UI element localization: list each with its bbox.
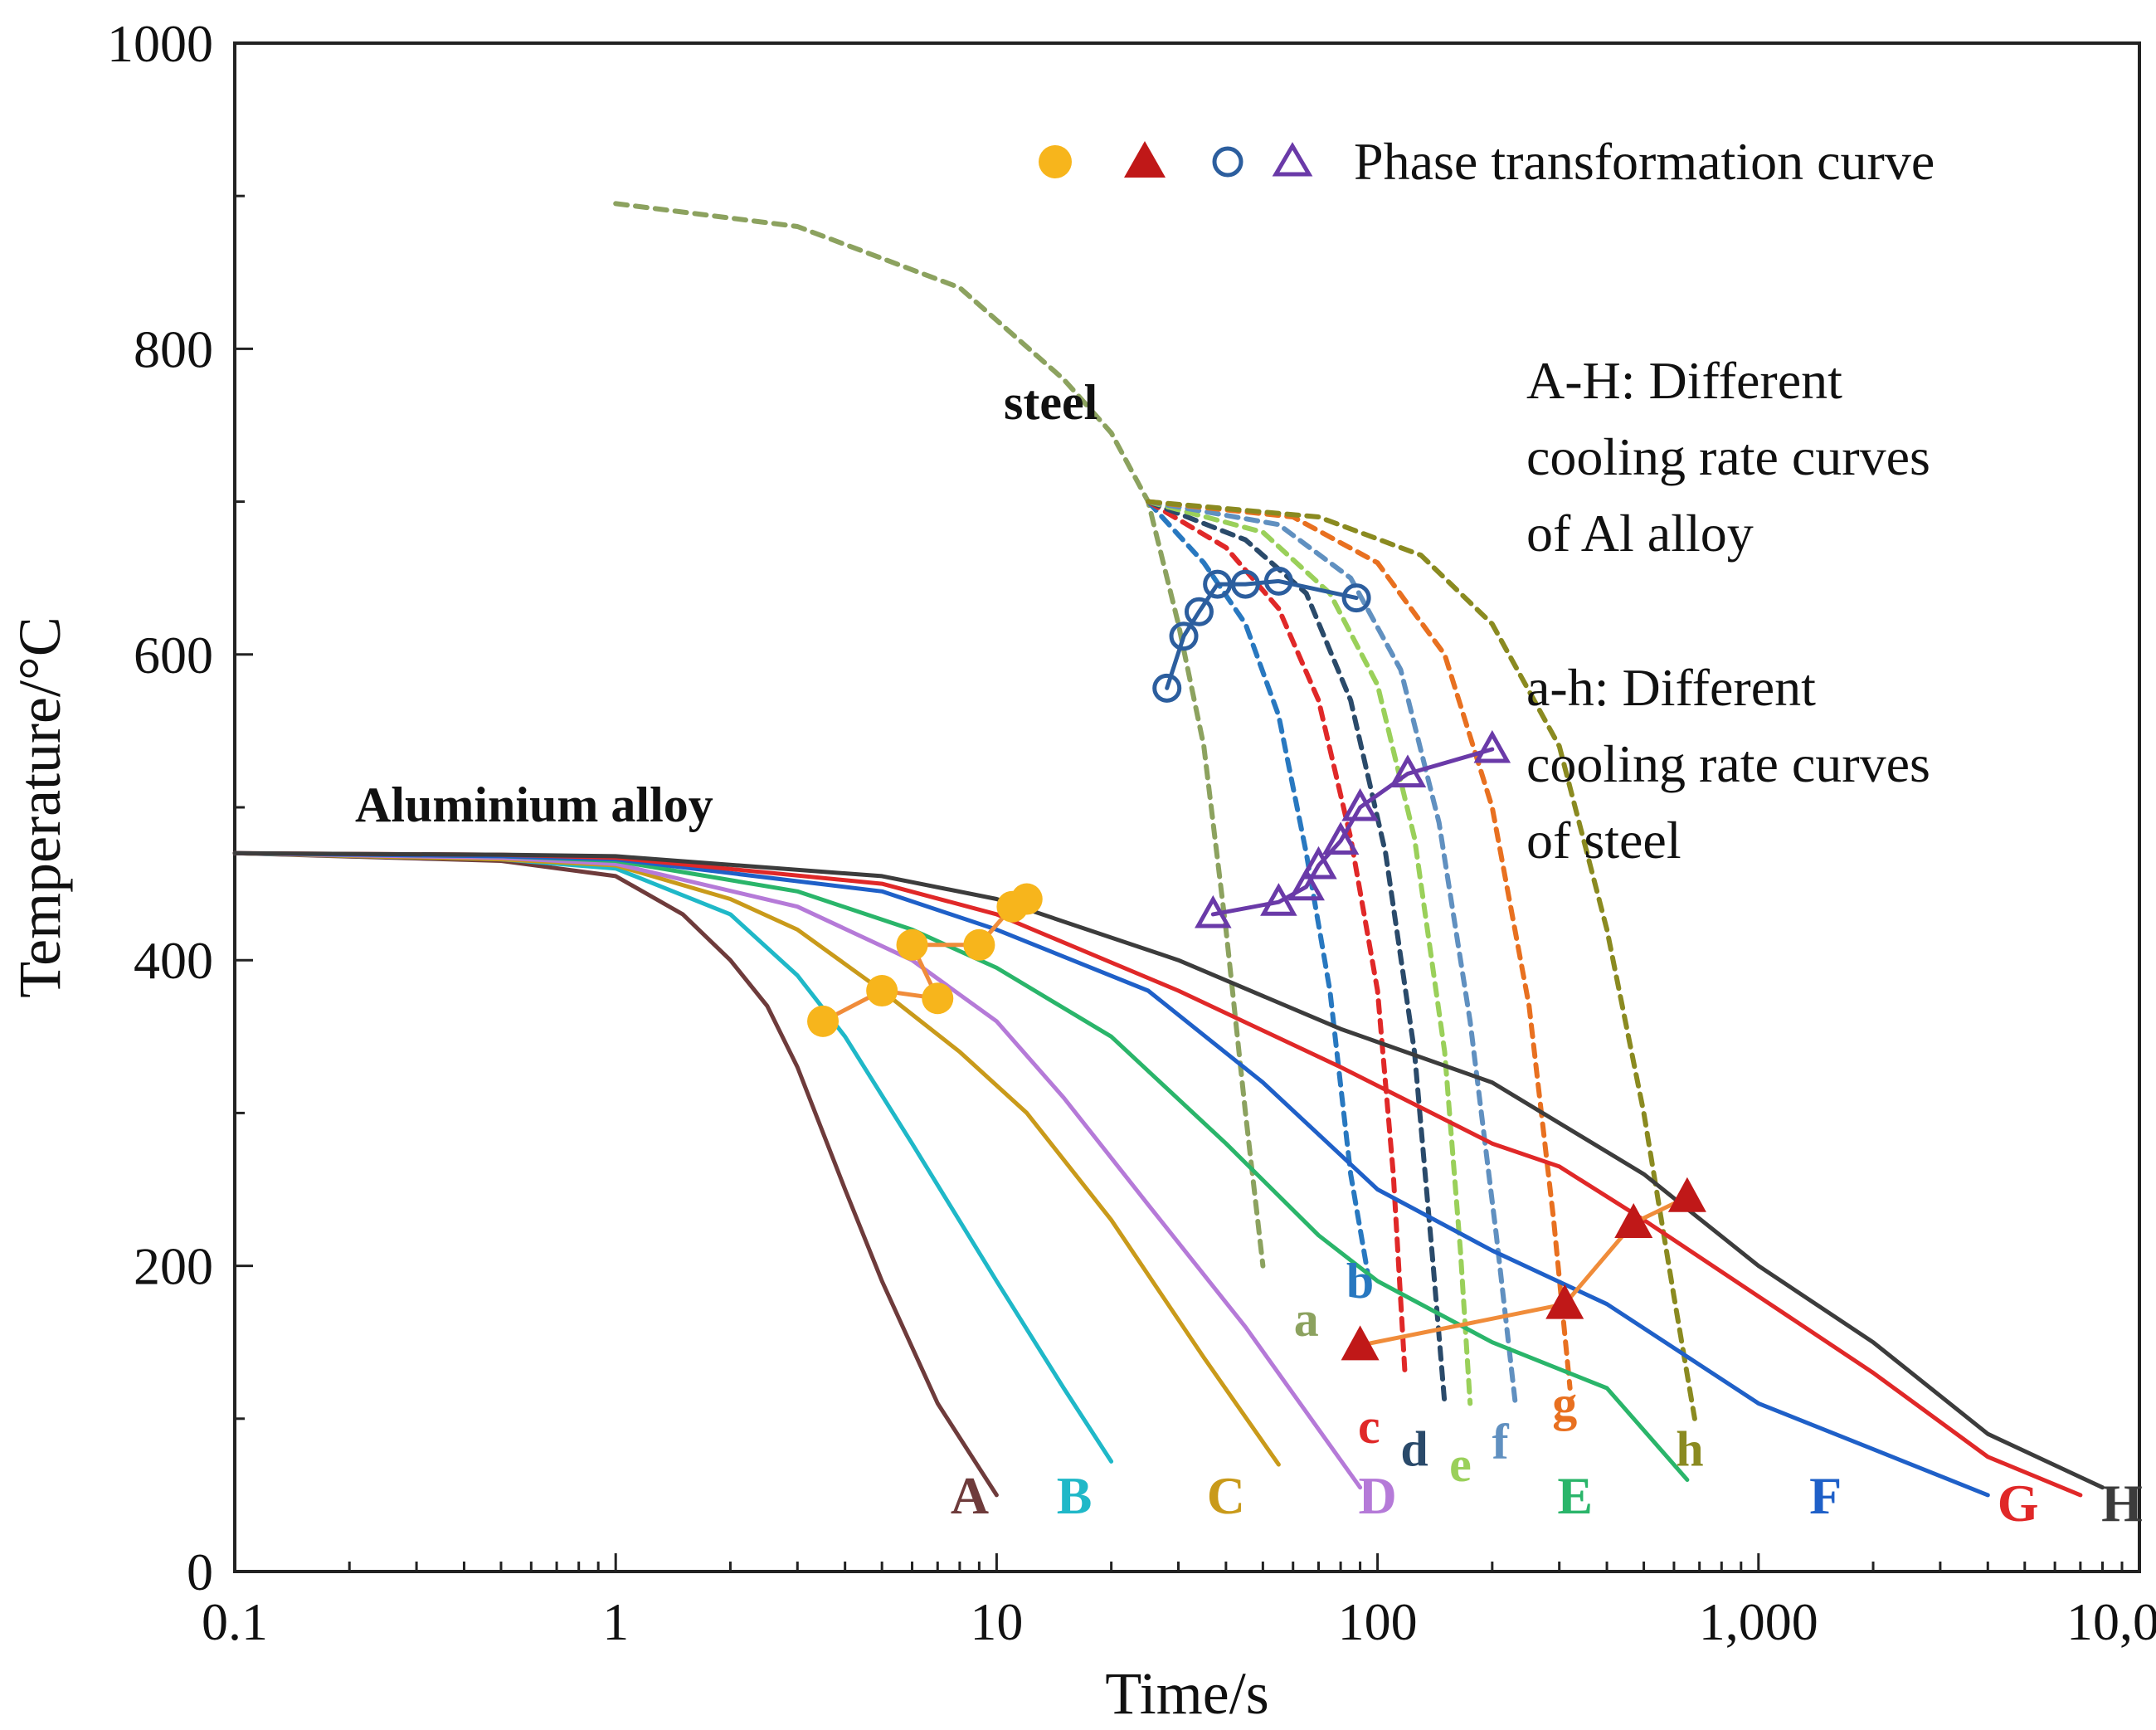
steel-curve-b (1146, 499, 1372, 1284)
steel-curve-label-h: h (1676, 1422, 1703, 1477)
marker-steel_finish (1287, 867, 1325, 901)
y-tick-label: 1000 (107, 14, 213, 73)
x-tick-label: 10,000 (2066, 1592, 2156, 1651)
al-curve-label-H: H (2101, 1474, 2143, 1533)
steel-curves (613, 201, 1697, 1421)
marker-steel_start (1169, 621, 1199, 651)
al-curve-H (232, 850, 2105, 1490)
marker-steel_finish (1195, 894, 1232, 928)
legend-filled-circle-marker (1039, 145, 1072, 178)
al-curve-label-F: F (1809, 1466, 1842, 1525)
steel-curve-a (613, 201, 1266, 1269)
steel-curve-g (1146, 499, 1573, 1391)
al-curve-F (232, 850, 1990, 1498)
y-tick-label: 0 (187, 1542, 213, 1601)
legend-open-triangle-marker (1272, 142, 1313, 177)
legend-filled-triangle-marker (1124, 141, 1166, 178)
al-curve-label-E: E (1557, 1466, 1593, 1525)
steel-curve-f (1146, 499, 1518, 1406)
steel-note-line-1: a-h: Different (1526, 658, 1816, 717)
marker-steel_start (1341, 583, 1371, 613)
marker-al_start (807, 1005, 840, 1037)
y-tick-labels: 0 200 400 600 800 1000 (107, 14, 213, 1601)
y-axis-title: Temperature/°C (7, 616, 73, 998)
marker-al_start (866, 975, 898, 1007)
marker-steel_finish (1389, 754, 1427, 787)
transformation-curves (807, 566, 1706, 1361)
marker-al_start (896, 928, 928, 961)
marker-steel_finish (1341, 787, 1379, 821)
x-tick-label: 0.1 (202, 1592, 268, 1651)
legend-open-circle-marker (1212, 146, 1243, 178)
transformation-line-steel_start (1165, 578, 1359, 690)
x-axis-title: Time/s (1105, 1660, 1268, 1727)
marker-steel_start (1230, 569, 1260, 599)
aluminium-curves (232, 850, 2105, 1498)
steel-curve-label-e: e (1449, 1437, 1472, 1492)
steel-note-line-3: of steel (1526, 811, 1681, 870)
x-tick-label: 10 (970, 1592, 1023, 1651)
transformation-line-steel_finish (1210, 747, 1495, 917)
steel-curve-label-g: g (1552, 1376, 1577, 1430)
steel-curve-c (1146, 499, 1408, 1376)
transformation-line-al_finish (1358, 1195, 1690, 1347)
al-note-line-2: cooling rate curves (1526, 427, 1930, 486)
steel-curve-label-f: f (1492, 1414, 1510, 1469)
al-curve-label-C: C (1207, 1466, 1245, 1525)
steel-curve-d (1146, 499, 1448, 1406)
axis-ticks (233, 41, 2141, 1573)
steel-curve-label-d: d (1400, 1422, 1428, 1477)
marker-steel_start (1184, 597, 1214, 626)
marker-al_finish (1341, 1325, 1380, 1361)
marker-steel_start (1263, 566, 1293, 596)
x-tick-label: 1,000 (1699, 1592, 1818, 1651)
al-curve-label-G: G (1998, 1474, 2039, 1533)
steel-curve-e (1146, 499, 1473, 1406)
marker-al_finish (1614, 1203, 1653, 1239)
x-tick-labels: 0.1 1 10 100 1,000 10,000 (202, 1592, 2156, 1651)
steel-curve-label-a: a (1294, 1292, 1319, 1347)
legend: Phase transformation curve (1039, 132, 1935, 191)
series-labels: A B C D E F G Hab c d e fg h (951, 1254, 2143, 1533)
al-curve-G (232, 850, 2083, 1498)
steel-note-line-2: cooling rate curves (1526, 734, 1930, 793)
al-curve-A (232, 850, 999, 1498)
steel-curve-label-c: c (1358, 1399, 1380, 1454)
y-tick-label: 200 (134, 1237, 213, 1296)
al-curve-label-B: B (1057, 1466, 1093, 1525)
marker-al_finish (1667, 1177, 1706, 1212)
marker-steel_finish (1260, 883, 1297, 916)
al-curve-D (232, 850, 1363, 1490)
al-note-line-3: of Al alloy (1526, 504, 1754, 563)
legend-label: Phase transformation curve (1354, 132, 1935, 191)
x-tick-label: 100 (1338, 1592, 1418, 1651)
x-tick-label: 1 (602, 1592, 629, 1651)
marker-al_finish (1545, 1284, 1584, 1319)
marker-steel_finish (1473, 729, 1511, 763)
steel-curve-label-b: b (1346, 1254, 1374, 1308)
al-note-line-1: A-H: Different (1526, 351, 1842, 410)
al-curve-label-D: D (1358, 1466, 1396, 1525)
al-curve-C (232, 850, 1281, 1467)
marker-al_start (922, 982, 954, 1015)
marker-steel_finish (1300, 846, 1337, 880)
y-tick-label: 800 (134, 319, 213, 378)
marker-steel_start (1152, 673, 1182, 703)
al-curve-label-A: A (951, 1466, 989, 1525)
marker-steel_start (1203, 569, 1233, 599)
marker-al_start (963, 928, 995, 961)
steel-curve-h (1146, 499, 1697, 1421)
y-tick-label: 600 (134, 626, 213, 685)
y-tick-label: 400 (134, 931, 213, 990)
aluminium-annotation: Aluminium alloy (355, 777, 713, 832)
marker-al_start (1010, 883, 1043, 915)
marker-steel_finish (1321, 821, 1360, 855)
steel-annotation: steel (1004, 375, 1097, 430)
